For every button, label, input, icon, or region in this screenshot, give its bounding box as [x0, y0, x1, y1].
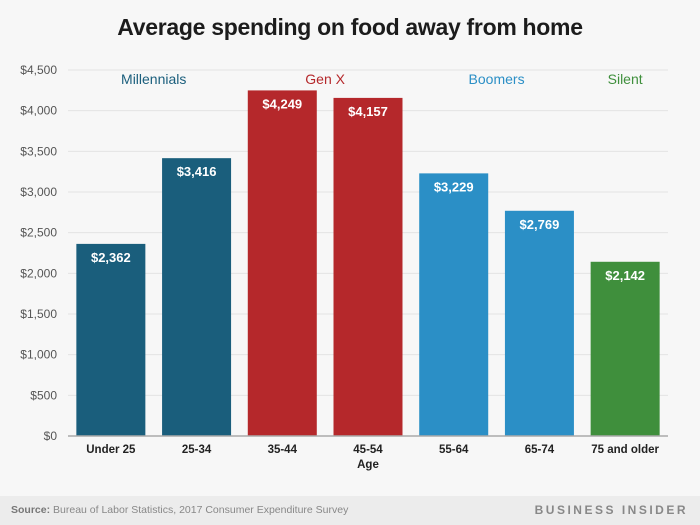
bar — [247, 90, 317, 436]
y-tick-label: $2,500 — [20, 226, 57, 240]
chart-title: Average spending on food away from home — [117, 14, 583, 40]
bar-value-label: $3,229 — [434, 179, 474, 194]
y-tick-label: $2,000 — [20, 266, 57, 280]
x-tick-label: 75 and older — [591, 444, 659, 456]
generation-label: Gen X — [305, 71, 345, 87]
y-tick-label: $4,000 — [20, 104, 57, 118]
source-text: Bureau of Labor Statistics, 2017 Consume… — [50, 504, 349, 516]
bar-value-label: $2,362 — [91, 250, 131, 265]
source-note: Source: Bureau of Labor Statistics, 2017… — [11, 504, 348, 516]
y-tick-label: $4,500 — [20, 63, 57, 77]
y-axis-ticks: $0 $500 $1,000 $1,500 $2,000 $2,500 $3,000 $3,5… — [20, 63, 57, 443]
y-tick-label: $0 — [44, 429, 58, 443]
x-tick-label: 45-54 — [353, 444, 383, 456]
bar — [504, 210, 574, 436]
brand-logo: BUSINESS INSIDER — [534, 503, 688, 517]
x-tick-label: Under 25 — [86, 444, 136, 456]
bar-value-label: $3,416 — [177, 164, 217, 179]
generation-label: Boomers — [469, 71, 525, 87]
bar-value-label: $2,142 — [605, 268, 645, 283]
footer: Source: Bureau of Labor Statistics, 2017… — [0, 496, 700, 525]
bar-value-label: $2,769 — [520, 217, 560, 232]
x-tick-label: 55-64 — [439, 444, 469, 456]
y-tick-label: $1,500 — [20, 307, 57, 321]
generation-label: Silent — [608, 71, 643, 87]
bar — [162, 158, 232, 436]
bar — [76, 243, 146, 436]
x-tick-label: 35-44 — [268, 444, 298, 456]
bar-chart: $0 $500 $1,000 $1,500 $2,000 $2,500 $3,000 $3,5… — [20, 63, 668, 471]
y-tick-label: $3,000 — [20, 185, 57, 199]
bars: $2,362 $3,416 $4,249 $4,157 $3,229 $2,769 $2,1… — [76, 90, 660, 436]
bar — [590, 261, 660, 436]
x-tick-label: 65-74 — [525, 444, 555, 456]
y-tick-label: $3,500 — [20, 144, 57, 158]
x-axis-ticks: Under 25 25-34 35-44 45-54 55-64 65-74 75 and … — [86, 444, 659, 456]
bar — [333, 97, 403, 436]
x-tick-label: 25-34 — [182, 444, 212, 456]
bar-value-label: $4,249 — [262, 96, 302, 111]
x-axis-label: Age — [357, 459, 379, 471]
bar — [419, 173, 489, 436]
generation-label: Millennials — [121, 71, 186, 87]
source-prefix: Source: — [11, 504, 51, 516]
bar-value-label: $4,157 — [348, 104, 388, 119]
generation-labels: Millennials Gen X Boomers Silent — [121, 71, 643, 87]
y-tick-label: $500 — [30, 388, 57, 402]
y-tick-label: $1,000 — [20, 348, 57, 362]
